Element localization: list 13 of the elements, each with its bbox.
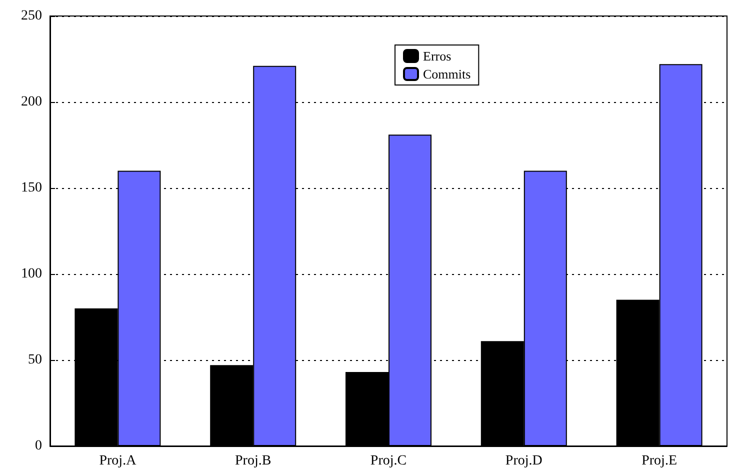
x-tick-label: Proj.A bbox=[99, 454, 138, 468]
y-tick-label: 200 bbox=[21, 94, 42, 110]
x-tick-label: Proj.E bbox=[642, 454, 677, 468]
y-tick-label: 250 bbox=[21, 8, 42, 24]
x-tick-label: Proj.C bbox=[370, 454, 407, 468]
y-tick-label: 100 bbox=[21, 266, 42, 282]
legend-label: Commits bbox=[423, 66, 471, 82]
legend-label: Erros bbox=[423, 48, 452, 64]
x-tick-label: Proj.B bbox=[235, 454, 272, 468]
y-tick-label: 0 bbox=[35, 438, 42, 454]
y-tick-label: 50 bbox=[28, 352, 42, 368]
y-tick-label: 150 bbox=[21, 180, 42, 196]
x-tick-label: Proj.D bbox=[505, 454, 542, 468]
